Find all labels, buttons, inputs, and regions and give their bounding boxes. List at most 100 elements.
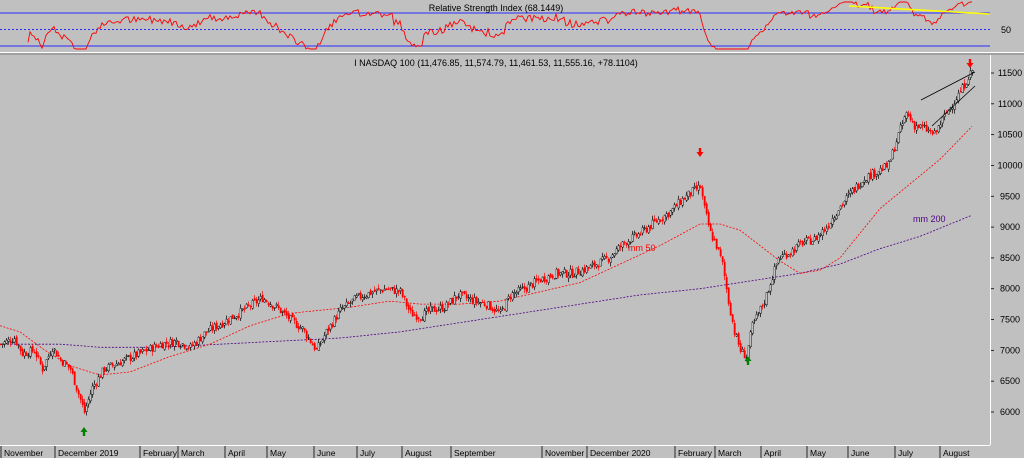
candle-body: [463, 291, 466, 294]
candle-body: [99, 376, 102, 378]
candle-body: [479, 302, 482, 305]
candle-body: [867, 173, 870, 183]
candle-body: [617, 245, 620, 251]
candle-body: [819, 233, 822, 236]
candle-body: [141, 349, 144, 352]
y-tick-label: 9500: [1000, 191, 1020, 201]
candle-body: [521, 286, 524, 289]
candle-body: [329, 323, 332, 330]
candle-body: [887, 160, 890, 170]
candle-body: [797, 241, 800, 247]
candle-body: [859, 186, 862, 188]
candle-body: [327, 327, 330, 331]
candle-body: [399, 288, 402, 292]
rsi-title: Relative Strength Index (68.1449): [429, 3, 564, 13]
candle-body: [443, 310, 446, 312]
candle-body: [243, 307, 246, 310]
candle-body: [353, 295, 356, 301]
candle-body: [83, 402, 86, 413]
candle-body: [533, 278, 536, 288]
candle-body: [801, 241, 804, 246]
candle-body: [959, 91, 962, 93]
candle-body: [609, 257, 612, 263]
candle-body: [555, 268, 558, 279]
candle-body: [87, 399, 90, 405]
candle-body: [883, 163, 886, 170]
candle-body: [633, 232, 636, 235]
candle-body: [77, 390, 80, 395]
candle-body: [393, 287, 396, 294]
candle-body: [121, 360, 124, 367]
candle-body: [671, 208, 674, 213]
candle-body: [25, 352, 28, 356]
candle-body: [711, 231, 714, 241]
x-axis: November December 2019 February March April M…: [0, 446, 970, 458]
candle-body: [731, 314, 734, 322]
candle-body: [929, 130, 932, 132]
candle-body: [573, 276, 576, 278]
candle-body: [55, 350, 58, 357]
candle-body: [179, 346, 182, 348]
candle-body: [199, 337, 202, 342]
candle-body: [941, 116, 944, 124]
candle-body: [455, 296, 458, 299]
candle-body: [465, 294, 468, 299]
candle-body: [493, 308, 496, 313]
candle-body: [27, 355, 30, 357]
mm200-line: [0, 214, 973, 348]
candle-body: [461, 291, 464, 293]
candle-body: [245, 303, 248, 309]
candle-body: [897, 132, 900, 143]
candle-body: [803, 241, 806, 245]
candle-body: [911, 121, 914, 123]
candle-body: [93, 383, 96, 387]
candle-body: [953, 103, 956, 110]
candle-body: [593, 261, 596, 267]
candle-body: [305, 330, 308, 339]
mm50-line: [0, 126, 973, 376]
candle-body: [297, 326, 300, 330]
candle-body: [685, 194, 688, 201]
candle-body: [687, 190, 690, 197]
candle-body: [381, 290, 384, 293]
candle-body: [667, 212, 670, 218]
candle-body: [487, 301, 490, 310]
candle-body: [317, 342, 320, 351]
candle-body: [449, 298, 452, 304]
candle-body: [3, 341, 6, 345]
candle-body: [795, 244, 798, 252]
candle-body: [829, 222, 832, 229]
x-tick-label: August: [943, 448, 970, 458]
candle-body: [545, 280, 548, 282]
candle-body: [529, 282, 532, 284]
candle-body: [699, 186, 702, 189]
candle-body: [951, 107, 954, 110]
candle-body: [361, 297, 364, 301]
candle-body: [909, 114, 912, 121]
candle-body: [789, 253, 792, 255]
candle-body: [151, 345, 154, 352]
mm200-label: mm 200: [913, 214, 946, 224]
candle-body: [635, 233, 638, 237]
candle-body: [515, 292, 518, 295]
candle-body: [589, 265, 592, 269]
candle-body: [557, 269, 560, 276]
candle-body: [847, 192, 850, 195]
x-axis-background: [0, 445, 1024, 458]
candle-body: [319, 343, 322, 345]
candle-body: [531, 283, 534, 288]
candle-body: [553, 278, 556, 280]
candle-body: [855, 183, 858, 192]
candle-body: [631, 234, 634, 242]
candle-body: [749, 331, 752, 347]
y-tick-label: 10500: [997, 130, 1022, 140]
candle-body: [439, 305, 442, 310]
candle-body: [69, 366, 72, 370]
x-tick-label: February: [678, 448, 713, 458]
candle-body: [825, 227, 828, 232]
candle-body: [193, 342, 196, 347]
candle-body: [187, 347, 190, 349]
candle-body: [893, 149, 896, 152]
candle-body: [369, 290, 372, 295]
candle-body: [813, 236, 816, 241]
